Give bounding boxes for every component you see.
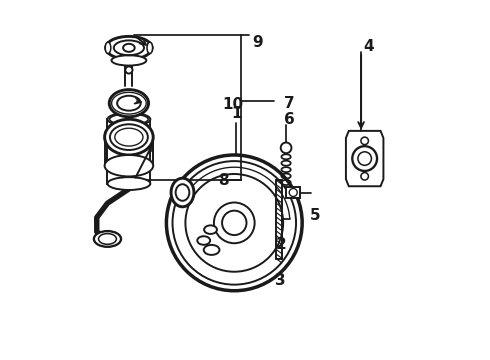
Ellipse shape: [197, 236, 210, 245]
Ellipse shape: [204, 245, 220, 255]
Bar: [107, 119, 150, 184]
Ellipse shape: [106, 36, 152, 59]
Text: 8: 8: [218, 172, 229, 188]
Ellipse shape: [107, 177, 150, 190]
Text: 10: 10: [222, 97, 243, 112]
Circle shape: [361, 172, 368, 180]
Text: 2: 2: [275, 237, 286, 252]
Polygon shape: [346, 131, 383, 186]
Circle shape: [125, 66, 132, 73]
Text: 9: 9: [252, 35, 263, 50]
Ellipse shape: [171, 178, 194, 207]
Ellipse shape: [104, 119, 153, 155]
Ellipse shape: [204, 225, 217, 234]
Ellipse shape: [105, 42, 111, 54]
Circle shape: [281, 143, 292, 153]
Text: 3: 3: [275, 273, 286, 288]
Text: 4: 4: [363, 40, 373, 54]
Circle shape: [222, 211, 246, 235]
Ellipse shape: [112, 55, 147, 66]
Text: 1: 1: [231, 107, 241, 121]
Text: 6: 6: [284, 112, 295, 127]
Bar: [286, 187, 300, 198]
Ellipse shape: [107, 113, 150, 126]
Circle shape: [167, 155, 302, 291]
Text: 5: 5: [309, 208, 320, 223]
Circle shape: [361, 137, 368, 145]
Ellipse shape: [147, 42, 152, 54]
Ellipse shape: [104, 155, 153, 176]
Circle shape: [352, 146, 377, 171]
Ellipse shape: [109, 90, 148, 117]
Text: 7: 7: [284, 96, 295, 111]
Ellipse shape: [94, 231, 121, 247]
